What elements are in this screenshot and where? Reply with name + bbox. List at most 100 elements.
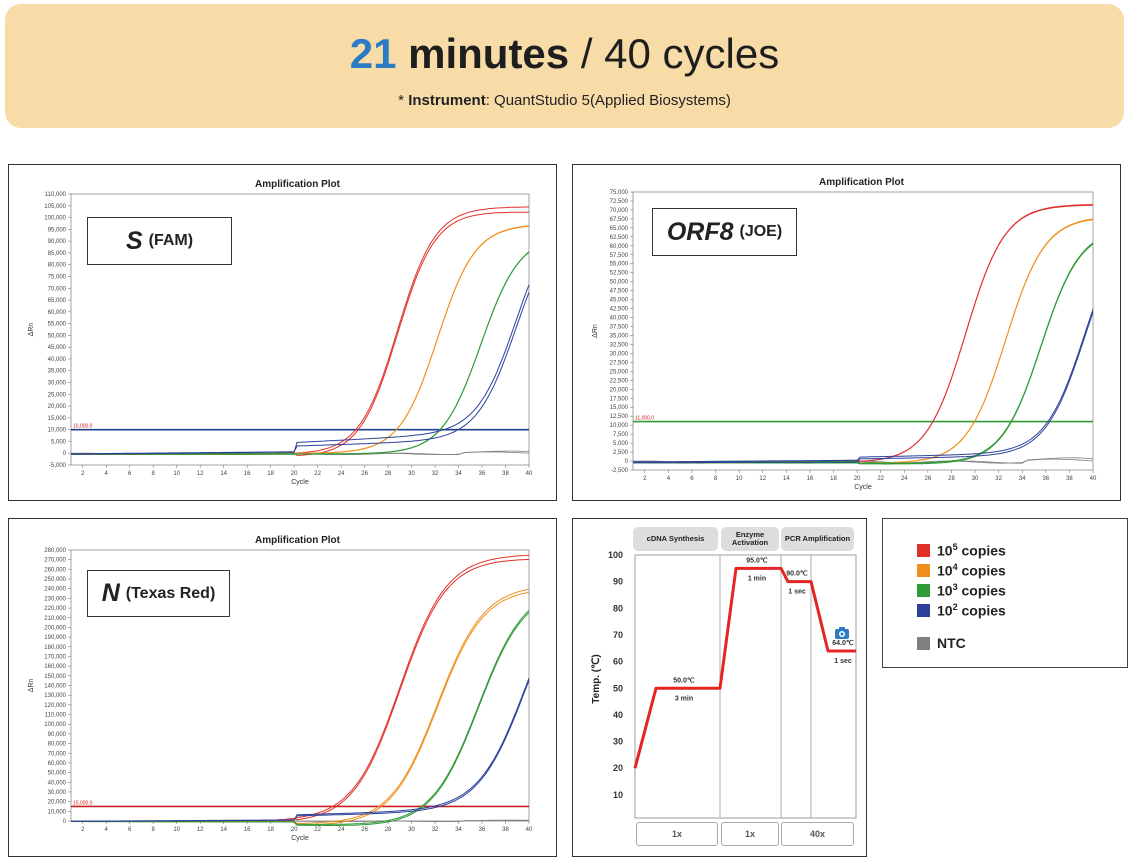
series-line — [633, 309, 1094, 463]
x-tick-label: 8 — [714, 476, 718, 482]
x-tick-label: 38 — [502, 827, 509, 833]
y-tick-label: 45,000 — [610, 298, 629, 304]
x-tick-label: 30 — [408, 471, 415, 477]
x-tick-label: 18 — [830, 476, 837, 482]
y-tick-label: 57,500 — [610, 253, 629, 259]
stage-tab: Enzyme Activation — [721, 527, 779, 551]
x-tick-label: 20 — [854, 476, 861, 482]
x-tick-label: 14 — [783, 476, 790, 482]
y-tick-label: 160,000 — [44, 664, 66, 670]
x-tick-label: 2 — [81, 827, 85, 833]
amplification-plot-n: Amplification Plot 280,000 270,000 260,000 2… — [8, 518, 557, 857]
y-tick-label: 100 — [608, 550, 623, 560]
x-tick-label: 32 — [432, 827, 439, 833]
y-tick-label: 70,000 — [48, 751, 67, 757]
legend-exponent: 5 — [952, 541, 958, 552]
legend-base: 10 — [937, 562, 953, 579]
amplification-svg: 110,000105,000100,00095,00090,00085,0008… — [28, 192, 533, 486]
x-tick-label: 40 — [1090, 476, 1097, 482]
cycle-count-tab: 40x — [781, 822, 854, 846]
y-tick-label: 40 — [613, 710, 623, 720]
y-tick-label: 0 — [625, 459, 629, 465]
y-tick-label: 30 — [613, 737, 623, 747]
x-tick-label: 20 — [291, 827, 298, 833]
y-tick-label: 30,000 — [48, 381, 67, 387]
y-tick-label: 90 — [613, 577, 623, 587]
y-tick-label: 55,000 — [48, 322, 67, 328]
x-tick-label: 32 — [995, 476, 1002, 482]
y-tick-label: 50,000 — [610, 280, 629, 286]
cycle-count-tab: 1x — [721, 822, 779, 846]
x-tick-label: 8 — [152, 471, 156, 477]
gene-label-box: S (FAM) — [87, 217, 232, 265]
y-tick-label: 0 — [63, 451, 67, 457]
legend-suffix: copies — [957, 602, 1006, 619]
headline-unit: minutes — [408, 30, 570, 77]
y-tick-label: 2,500 — [613, 450, 629, 456]
x-tick-label: 10 — [173, 471, 180, 477]
y-tick-label: 60,000 — [48, 310, 67, 316]
x-tick-label: 28 — [948, 476, 955, 482]
stage-tab: cDNA Synthesis — [633, 527, 718, 551]
y-tick-label: 60,000 — [48, 761, 67, 767]
y-tick-label: 120,000 — [44, 703, 66, 709]
y-tick-label: 240,000 — [44, 587, 66, 593]
series-line — [71, 588, 530, 824]
x-tick-label: 4 — [667, 476, 671, 482]
y-tick-label: 20,000 — [610, 387, 629, 393]
x-tick-label: 26 — [361, 827, 368, 833]
x-tick-label: 34 — [455, 471, 462, 477]
x-tick-label: 12 — [759, 476, 766, 482]
x-tick-label: 36 — [479, 471, 486, 477]
x-tick-label: 10 — [173, 827, 180, 833]
x-tick-label: 32 — [432, 471, 439, 477]
y-tick-label: 210,000 — [44, 616, 66, 622]
y-tick-label: 50,000 — [48, 333, 67, 339]
y-tick-label: 17,500 — [610, 396, 629, 402]
x-tick-label: 28 — [385, 471, 392, 477]
x-tick-label: 14 — [220, 471, 227, 477]
y-tick-label: 72,500 — [610, 199, 629, 205]
y-tick-label: 32,500 — [610, 342, 629, 348]
legend-label: 102 copies — [937, 602, 1006, 619]
y-tick-label: 10,000 — [48, 809, 67, 815]
legend-label: 103 copies — [937, 582, 1006, 599]
plot-area — [634, 554, 857, 819]
x-axis-label: Cycle — [291, 479, 309, 486]
y-tick-label: 40,000 — [48, 780, 67, 786]
y-tick-label: 80,000 — [48, 742, 67, 748]
y-tick-label: 90,000 — [48, 239, 67, 245]
legend-item: 104 copies — [917, 561, 1006, 579]
series-line — [71, 251, 530, 455]
series-line — [71, 292, 530, 455]
legend-item: NTC — [917, 634, 966, 652]
y-tick-label: 180,000 — [44, 645, 66, 651]
y-tick-label: 0 — [63, 819, 67, 825]
series-line — [633, 242, 1094, 464]
y-tick-label: 15,000 — [610, 405, 629, 411]
headline: 21 minutes / 40 cycles — [5, 30, 1124, 78]
legend-swatch — [917, 603, 930, 617]
legend-item: 105 copies — [917, 541, 1006, 559]
y-tick-label: 70 — [613, 630, 623, 640]
legend-base: 10 — [937, 602, 953, 619]
x-tick-label: 8 — [152, 827, 156, 833]
headline-cycles: / 40 cycles — [580, 30, 780, 77]
y-tick-label: 5,000 — [613, 441, 629, 447]
x-tick-label: 34 — [1019, 476, 1026, 482]
series-line — [633, 243, 1094, 465]
x-tick-label: 26 — [925, 476, 932, 482]
y-tick-label: 50,000 — [48, 771, 67, 777]
legend: 105 copies 104 copies 103 copies 102 copies… — [882, 518, 1128, 668]
y-tick-label: 280,000 — [44, 548, 66, 554]
y-tick-label: 85,000 — [48, 251, 67, 257]
legend-swatch — [917, 543, 930, 557]
instrument-prefix: * — [398, 92, 409, 109]
step-temp-label: 64.0℃ — [832, 639, 854, 647]
thermal-profile-svg: 100 90 80 70 60 50 40 30 20 10 Temp. (℃) 50.0℃ 3 min… — [591, 550, 857, 819]
legend-exponent: 3 — [952, 581, 958, 592]
x-tick-label: 28 — [385, 827, 392, 833]
y-tick-label: 10,000 — [610, 423, 629, 429]
y-tick-label: 70,000 — [610, 208, 629, 214]
x-tick-label: 10 — [736, 476, 743, 482]
